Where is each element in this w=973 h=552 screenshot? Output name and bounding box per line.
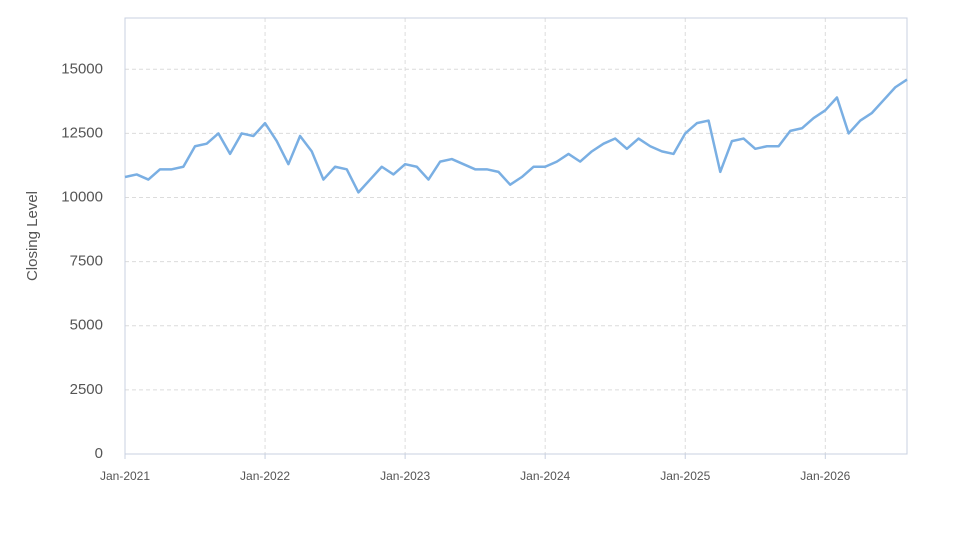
x-tick-label: Jan-2021 <box>100 469 150 483</box>
y-tick-label: 10000 <box>61 188 103 205</box>
y-tick-label: 0 <box>95 445 103 462</box>
y-tick-label: 15000 <box>61 60 103 77</box>
y-tick-label: 5000 <box>70 317 103 334</box>
plot-frame <box>124 17 908 455</box>
y-axis-label: Closing Level <box>24 191 41 281</box>
line-series <box>124 78 908 194</box>
x-tick-label: Jan-2022 <box>240 469 290 483</box>
x-tick-label: Jan-2026 <box>800 469 850 483</box>
x-tick-label: Jan-2025 <box>660 469 710 483</box>
x-tick-label: Jan-2024 <box>520 469 570 483</box>
y-tick-label: 7500 <box>70 253 103 270</box>
y-tick-label: 12500 <box>61 124 103 141</box>
x-tick-label: Jan-2023 <box>380 469 430 483</box>
y-tick-label: 2500 <box>70 381 103 398</box>
